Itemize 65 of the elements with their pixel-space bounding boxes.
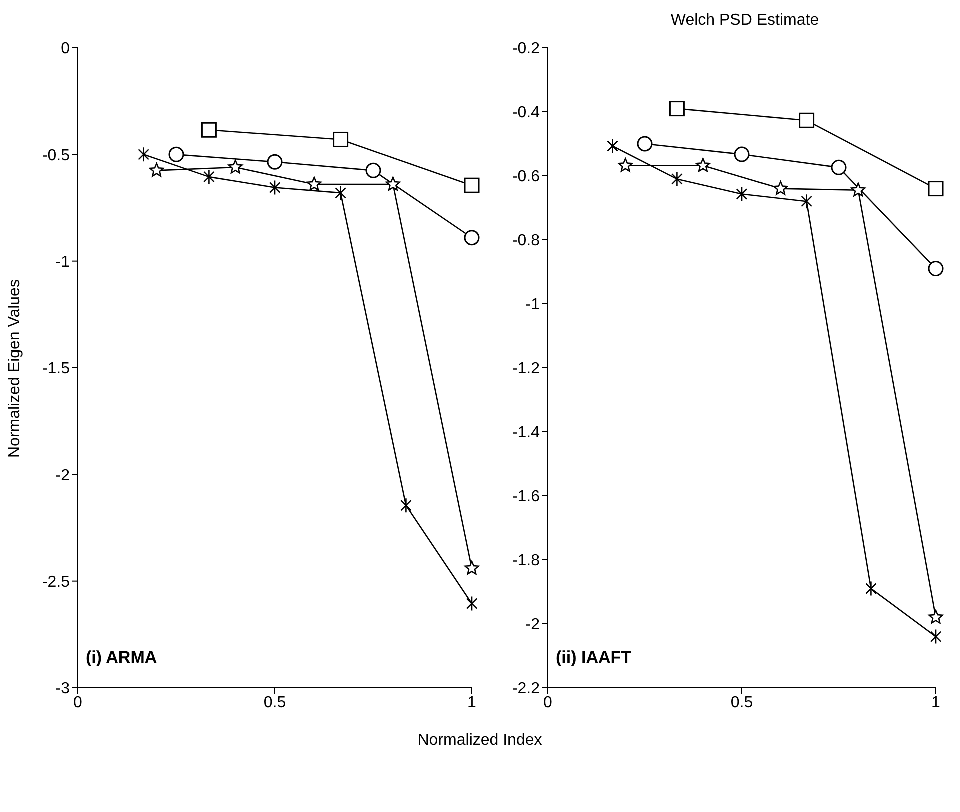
point (464, 230, 480, 246)
point (851, 182, 866, 197)
point (799, 112, 815, 128)
point (228, 160, 243, 174)
point (696, 158, 711, 172)
point (466, 596, 478, 612)
point (773, 181, 788, 196)
y-tick-label: -0.2 (512, 40, 540, 58)
y-tick-label: -1.2 (512, 360, 540, 378)
x-axis-title: Normalized Index (416, 732, 544, 750)
x-tick-label: 1 (932, 694, 941, 712)
point (607, 138, 618, 154)
y-tick-label: -2.5 (42, 574, 70, 592)
point (831, 160, 847, 176)
x-tick-label: 0.5 (730, 694, 754, 712)
point (307, 176, 322, 191)
point (866, 581, 877, 596)
point (928, 181, 944, 197)
point (269, 180, 281, 196)
y-tick-label: -1 (56, 254, 70, 272)
x-tick-label: 0 (74, 694, 83, 712)
point (618, 158, 633, 172)
point (204, 169, 215, 185)
x-tick-label: 0.5 (264, 694, 286, 712)
y-tick-label: 0 (61, 40, 70, 58)
point (386, 176, 401, 191)
point (736, 186, 748, 202)
chart-title: Welch PSD Estimate (670, 12, 820, 30)
y-tick-label: -1.8 (512, 552, 540, 570)
point (464, 560, 480, 575)
x-tick-label: 1 (468, 694, 477, 712)
y-axis-title: Normalized Eigen Values (6, 280, 24, 458)
point (138, 147, 150, 162)
point (335, 185, 346, 201)
y-tick-label: -0.4 (512, 104, 540, 122)
point (669, 101, 685, 117)
y-tick-label: -1 (526, 296, 540, 314)
point (464, 178, 480, 194)
point (928, 261, 944, 277)
point (928, 610, 944, 624)
y-tick-label: -2 (526, 616, 540, 634)
point (333, 132, 349, 148)
x-tick-label: 0 (544, 694, 553, 712)
y-tick-label: -1.5 (42, 360, 70, 378)
point (801, 194, 812, 210)
y-tick-label: -0.8 (512, 232, 540, 250)
point (672, 172, 683, 187)
point (267, 154, 283, 170)
point (637, 136, 653, 152)
y-tick-label: -0.5 (42, 147, 70, 164)
point (168, 146, 184, 162)
y-tick-label: -1.4 (512, 424, 540, 442)
y-tick-label: -0.6 (512, 168, 540, 186)
point (930, 629, 942, 644)
point (149, 163, 164, 177)
point (201, 122, 217, 138)
point (400, 498, 412, 514)
point (734, 146, 750, 162)
annotation: (i) ARMA (86, 648, 158, 668)
y-tick-label: -2.2 (512, 680, 540, 698)
y-tick-label: -2 (56, 467, 70, 484)
point (366, 162, 382, 178)
y-tick-label: -1.6 (512, 488, 540, 506)
annotation: (ii) IAAFT (556, 648, 632, 668)
y-tick-label: -3 (56, 680, 70, 698)
